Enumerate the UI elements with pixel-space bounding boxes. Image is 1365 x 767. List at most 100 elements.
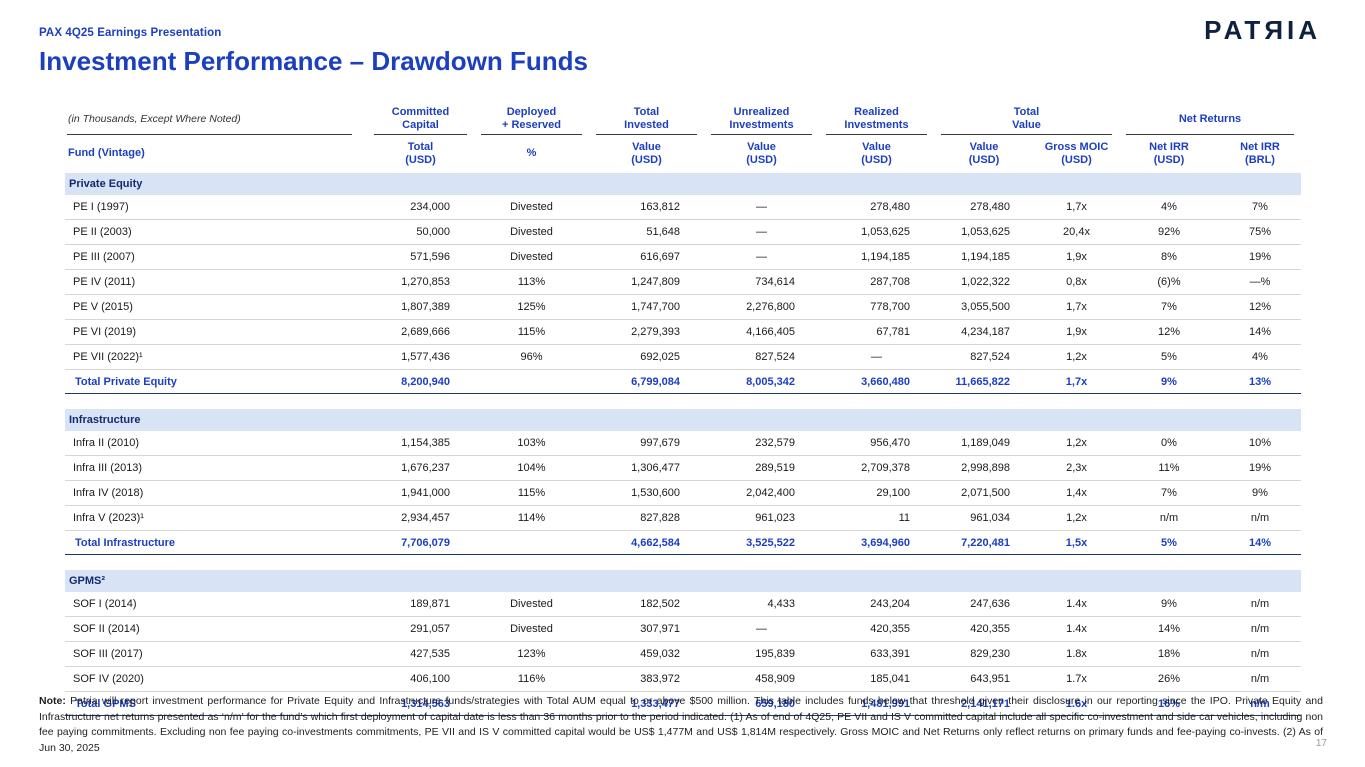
section-gap xyxy=(65,394,1301,410)
fund-name: SOF III (2017) xyxy=(65,641,367,667)
section-gap xyxy=(65,555,1301,571)
performance-table-wrap: (in Thousands, Except Where Noted) Commi… xyxy=(65,103,1325,716)
fund-name: PE I (1997) xyxy=(65,195,367,220)
subheader-unrealized-value: Value (USD) xyxy=(746,140,777,167)
total-label: Total Private Equity xyxy=(65,369,367,394)
value-cell: 2,279,393 xyxy=(589,319,704,345)
fund-name: SOF IV (2020) xyxy=(65,666,367,692)
value-cell: 8% xyxy=(1119,244,1219,270)
fund-row: Infra V (2023)¹ 2,934,457 114% 827,828 961,0… xyxy=(65,505,1301,531)
value-cell: 123% xyxy=(474,641,589,667)
section-gap-cell xyxy=(65,394,1301,410)
fund-name: Infra III (2013) xyxy=(65,455,367,481)
total-value-cell: 1,481,991 xyxy=(819,691,934,716)
value-cell: 1,747,700 xyxy=(589,294,704,320)
fund-row: PE II (2003) 50,000 Divested 51,648—1,053,6… xyxy=(65,219,1301,245)
col-group-realized-investments: Realized Investments xyxy=(819,103,934,135)
value-cell: 243,204 xyxy=(819,592,934,617)
total-value-cell: 8,005,342 xyxy=(704,369,819,394)
value-cell: 12% xyxy=(1219,294,1301,320)
value-cell: 692,025 xyxy=(589,344,704,370)
fund-row: SOF II (2014) 291,057 Divested 307,971—420,… xyxy=(65,616,1301,642)
fund-name: PE VI (2019) xyxy=(65,319,367,345)
value-cell: 1,2x xyxy=(1034,344,1119,370)
col-group-total-value: Total Value xyxy=(934,103,1119,135)
value-cell: 234,000 xyxy=(367,195,474,220)
total-value-cell xyxy=(474,369,589,394)
value-cell: Divested xyxy=(474,195,589,220)
total-value-cell: 6,799,084 xyxy=(589,369,704,394)
value-cell: 427,535 xyxy=(367,641,474,667)
table-group-header-row: (in Thousands, Except Where Noted) Commi… xyxy=(65,103,1301,135)
value-cell: 827,524 xyxy=(934,344,1034,370)
value-cell: 2,998,898 xyxy=(934,455,1034,481)
subheader-net-irr-brl: Net IRR (BRL) xyxy=(1240,140,1280,167)
value-cell: 67,781 xyxy=(819,319,934,345)
subheader-committed-total: Total (USD) xyxy=(405,140,436,167)
fund-name: SOF II (2014) xyxy=(65,616,367,642)
value-cell: 115% xyxy=(474,480,589,506)
value-cell: 2,3x xyxy=(1034,455,1119,481)
subheader-invested-value: Value (USD) xyxy=(631,140,662,167)
total-value-cell xyxy=(474,691,589,716)
value-cell: 114% xyxy=(474,505,589,531)
value-cell: 7% xyxy=(1119,294,1219,320)
fund-name: PE VII (2022)¹ xyxy=(65,344,367,370)
total-value-cell: 1,7x xyxy=(1034,369,1119,394)
value-cell: 1,194,185 xyxy=(934,244,1034,270)
value-cell: 2,042,400 xyxy=(704,480,819,506)
value-cell: 420,355 xyxy=(934,616,1034,642)
value-cell: 19% xyxy=(1219,455,1301,481)
value-cell: 20,4x xyxy=(1034,219,1119,245)
value-cell: 247,636 xyxy=(934,592,1034,617)
value-cell: 14% xyxy=(1119,616,1219,642)
total-value-cell: 3,660,480 xyxy=(819,369,934,394)
value-cell: 458,909 xyxy=(704,666,819,692)
total-value-cell: 13% xyxy=(1219,369,1301,394)
total-label: Total Infrastructure xyxy=(65,530,367,555)
value-cell: 278,480 xyxy=(819,195,934,220)
total-value-cell: 9% xyxy=(1119,369,1219,394)
value-cell: 163,812 xyxy=(589,195,704,220)
value-cell: 3,055,500 xyxy=(934,294,1034,320)
value-cell: 1,053,625 xyxy=(934,219,1034,245)
total-value-cell: 4,662,584 xyxy=(589,530,704,555)
value-cell: 1,247,809 xyxy=(589,269,704,295)
value-cell: 1,7x xyxy=(1034,195,1119,220)
value-cell: 185,041 xyxy=(819,666,934,692)
value-cell: 1,189,049 xyxy=(934,431,1034,456)
section-gap-cell xyxy=(65,555,1301,571)
value-cell: — xyxy=(704,219,819,245)
value-cell: 1,154,385 xyxy=(367,431,474,456)
fund-row: Infra III (2013) 1,676,237 104% 1,306,477 28… xyxy=(65,455,1301,481)
presentation-eyebrow: PAX 4Q25 Earnings Presentation xyxy=(39,27,222,39)
value-cell: 1.7x xyxy=(1034,666,1119,692)
units-note: (in Thousands, Except Where Noted) xyxy=(65,103,367,135)
value-cell: 11% xyxy=(1119,455,1219,481)
fund-row: PE III (2007) 571,596 Divested 616,697—1,19… xyxy=(65,244,1301,270)
value-cell: — xyxy=(704,244,819,270)
value-cell: 7% xyxy=(1119,480,1219,506)
subheader-gross-moic: Gross MOIC (USD) xyxy=(1044,140,1109,167)
value-cell: 104% xyxy=(474,455,589,481)
value-cell: 1,270,853 xyxy=(367,269,474,295)
value-cell: 997,679 xyxy=(589,431,704,456)
value-cell: 182,502 xyxy=(589,592,704,617)
fund-row: SOF I (2014) 189,871 Divested 182,502 4,433 2… xyxy=(65,592,1301,617)
section-title: Private Equity xyxy=(65,173,1301,195)
fund-name: PE V (2015) xyxy=(65,294,367,320)
value-cell: 2,071,500 xyxy=(934,480,1034,506)
value-cell: — xyxy=(704,195,819,220)
col-group-net-returns: Net Returns xyxy=(1119,103,1301,135)
col-group-committed-capital: Committed Capital xyxy=(367,103,474,135)
value-cell: 1,577,436 xyxy=(367,344,474,370)
fund-row: PE IV (2011) 1,270,853 113% 1,247,809 734,61… xyxy=(65,269,1301,295)
section-header-row: GPMS² xyxy=(65,570,1301,592)
value-cell: 19% xyxy=(1219,244,1301,270)
section-title: Infrastructure xyxy=(65,409,1301,431)
value-cell: 307,971 xyxy=(589,616,704,642)
fund-row: Infra IV (2018) 1,941,000 115% 1,530,600 2,0… xyxy=(65,480,1301,506)
total-value-cell xyxy=(474,530,589,555)
fund-row: PE V (2015) 1,807,389 125% 1,747,700 2,276,8… xyxy=(65,294,1301,320)
